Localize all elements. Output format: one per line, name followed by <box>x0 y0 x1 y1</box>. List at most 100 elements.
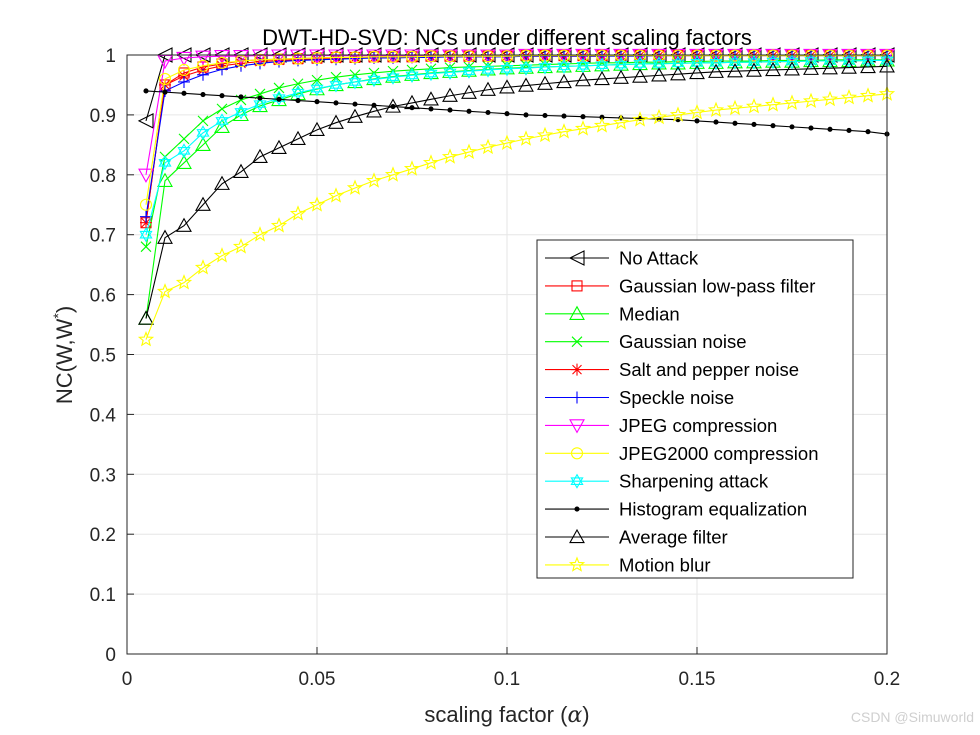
series-10 <box>138 58 895 325</box>
data-point <box>789 124 795 130</box>
data-point <box>708 63 724 78</box>
data-point <box>461 84 477 99</box>
legend-label: Gaussian noise <box>619 331 747 352</box>
data-point <box>347 108 363 123</box>
legend-item: Gaussian noise <box>545 331 747 352</box>
data-point <box>327 187 345 203</box>
legend-label: Histogram equalization <box>619 499 807 520</box>
data-point <box>178 75 190 88</box>
data-point <box>808 125 814 131</box>
data-point <box>385 98 401 113</box>
x-axis-label-symbol: α <box>567 703 582 728</box>
data-point <box>233 106 249 122</box>
data-point <box>669 106 687 122</box>
data-point <box>443 64 457 80</box>
data-point <box>728 54 742 70</box>
legend-label: Median <box>619 303 680 324</box>
data-point <box>443 50 457 63</box>
legend-item: Histogram equalization <box>545 499 807 520</box>
legend-marker <box>571 391 583 404</box>
data-point <box>328 114 344 129</box>
data-point <box>747 54 761 70</box>
data-point <box>423 91 439 106</box>
legend-item: Salt and pepper noise <box>545 359 799 380</box>
data-point <box>238 94 244 100</box>
legend-item: Gaussian low-pass filter <box>545 275 815 296</box>
y-tick-label: 0 <box>105 645 116 666</box>
y-tick-labels: 0 0.1 0.2 0.3 0.4 0.5 0.6 0.7 0.8 0.9 1 <box>90 46 134 666</box>
y-tick-label: 0.4 <box>90 405 117 426</box>
legend-label: Salt and pepper noise <box>619 359 799 380</box>
x-tick-label: 0.2 <box>874 669 900 690</box>
series-7 <box>139 49 894 211</box>
data-point <box>651 67 667 82</box>
data-point <box>311 74 323 86</box>
data-point <box>290 130 306 146</box>
data-point <box>822 60 838 75</box>
data-point <box>140 241 152 253</box>
data-point <box>518 77 534 92</box>
x-axis-label: scaling factor (α) <box>424 702 589 728</box>
data-point <box>276 96 282 102</box>
data-point <box>765 61 781 77</box>
data-point <box>574 120 592 136</box>
data-point <box>727 63 743 78</box>
legend-box <box>536 239 854 579</box>
data-point <box>214 50 230 65</box>
series-8 <box>139 52 894 243</box>
data-point <box>802 92 820 109</box>
data-point <box>499 79 515 94</box>
data-point <box>576 49 590 62</box>
series-line <box>145 59 887 247</box>
data-point <box>615 50 627 63</box>
data-point <box>176 217 192 232</box>
data-point <box>631 111 649 127</box>
data-point <box>367 71 381 88</box>
data-point <box>561 113 567 119</box>
data-point <box>291 85 305 101</box>
data-point <box>290 49 306 64</box>
legend-item: JPEG compression <box>545 415 777 436</box>
data-point <box>481 62 495 78</box>
data-point <box>770 123 776 129</box>
data-point <box>253 96 267 112</box>
data-point <box>764 96 782 112</box>
data-point <box>138 310 154 325</box>
data-point <box>409 105 415 111</box>
data-point <box>273 82 285 94</box>
data-point <box>840 89 858 105</box>
data-point <box>308 196 326 212</box>
data-point <box>235 59 247 72</box>
data-point <box>330 71 342 83</box>
data-point <box>405 50 419 63</box>
x-tick-label: 0 <box>122 669 133 690</box>
legend-marker <box>571 363 583 376</box>
y-tick-label: 0.9 <box>90 106 116 127</box>
data-point <box>272 53 286 66</box>
data-point <box>215 113 229 129</box>
data-point <box>157 172 173 187</box>
data-point <box>176 154 192 169</box>
y-tick-label: 0.2 <box>90 525 116 546</box>
data-point <box>329 51 343 64</box>
legend-marker <box>569 305 585 320</box>
data-point <box>841 59 857 74</box>
data-point <box>784 61 800 76</box>
data-point <box>348 74 362 90</box>
data-point <box>463 50 475 63</box>
data-point <box>200 91 206 98</box>
data-point <box>234 104 248 120</box>
data-point <box>536 126 554 143</box>
data-point <box>139 198 153 211</box>
data-point <box>670 66 686 81</box>
y-tick-label: 0.1 <box>90 585 116 606</box>
series-line <box>145 93 888 340</box>
data-point <box>254 88 266 100</box>
data-point <box>367 50 381 63</box>
legend-marker <box>569 528 585 544</box>
data-point <box>846 127 852 134</box>
data-point <box>803 60 819 75</box>
data-point <box>726 99 744 116</box>
y-axis-label-text: NC(W,W <box>52 318 77 404</box>
